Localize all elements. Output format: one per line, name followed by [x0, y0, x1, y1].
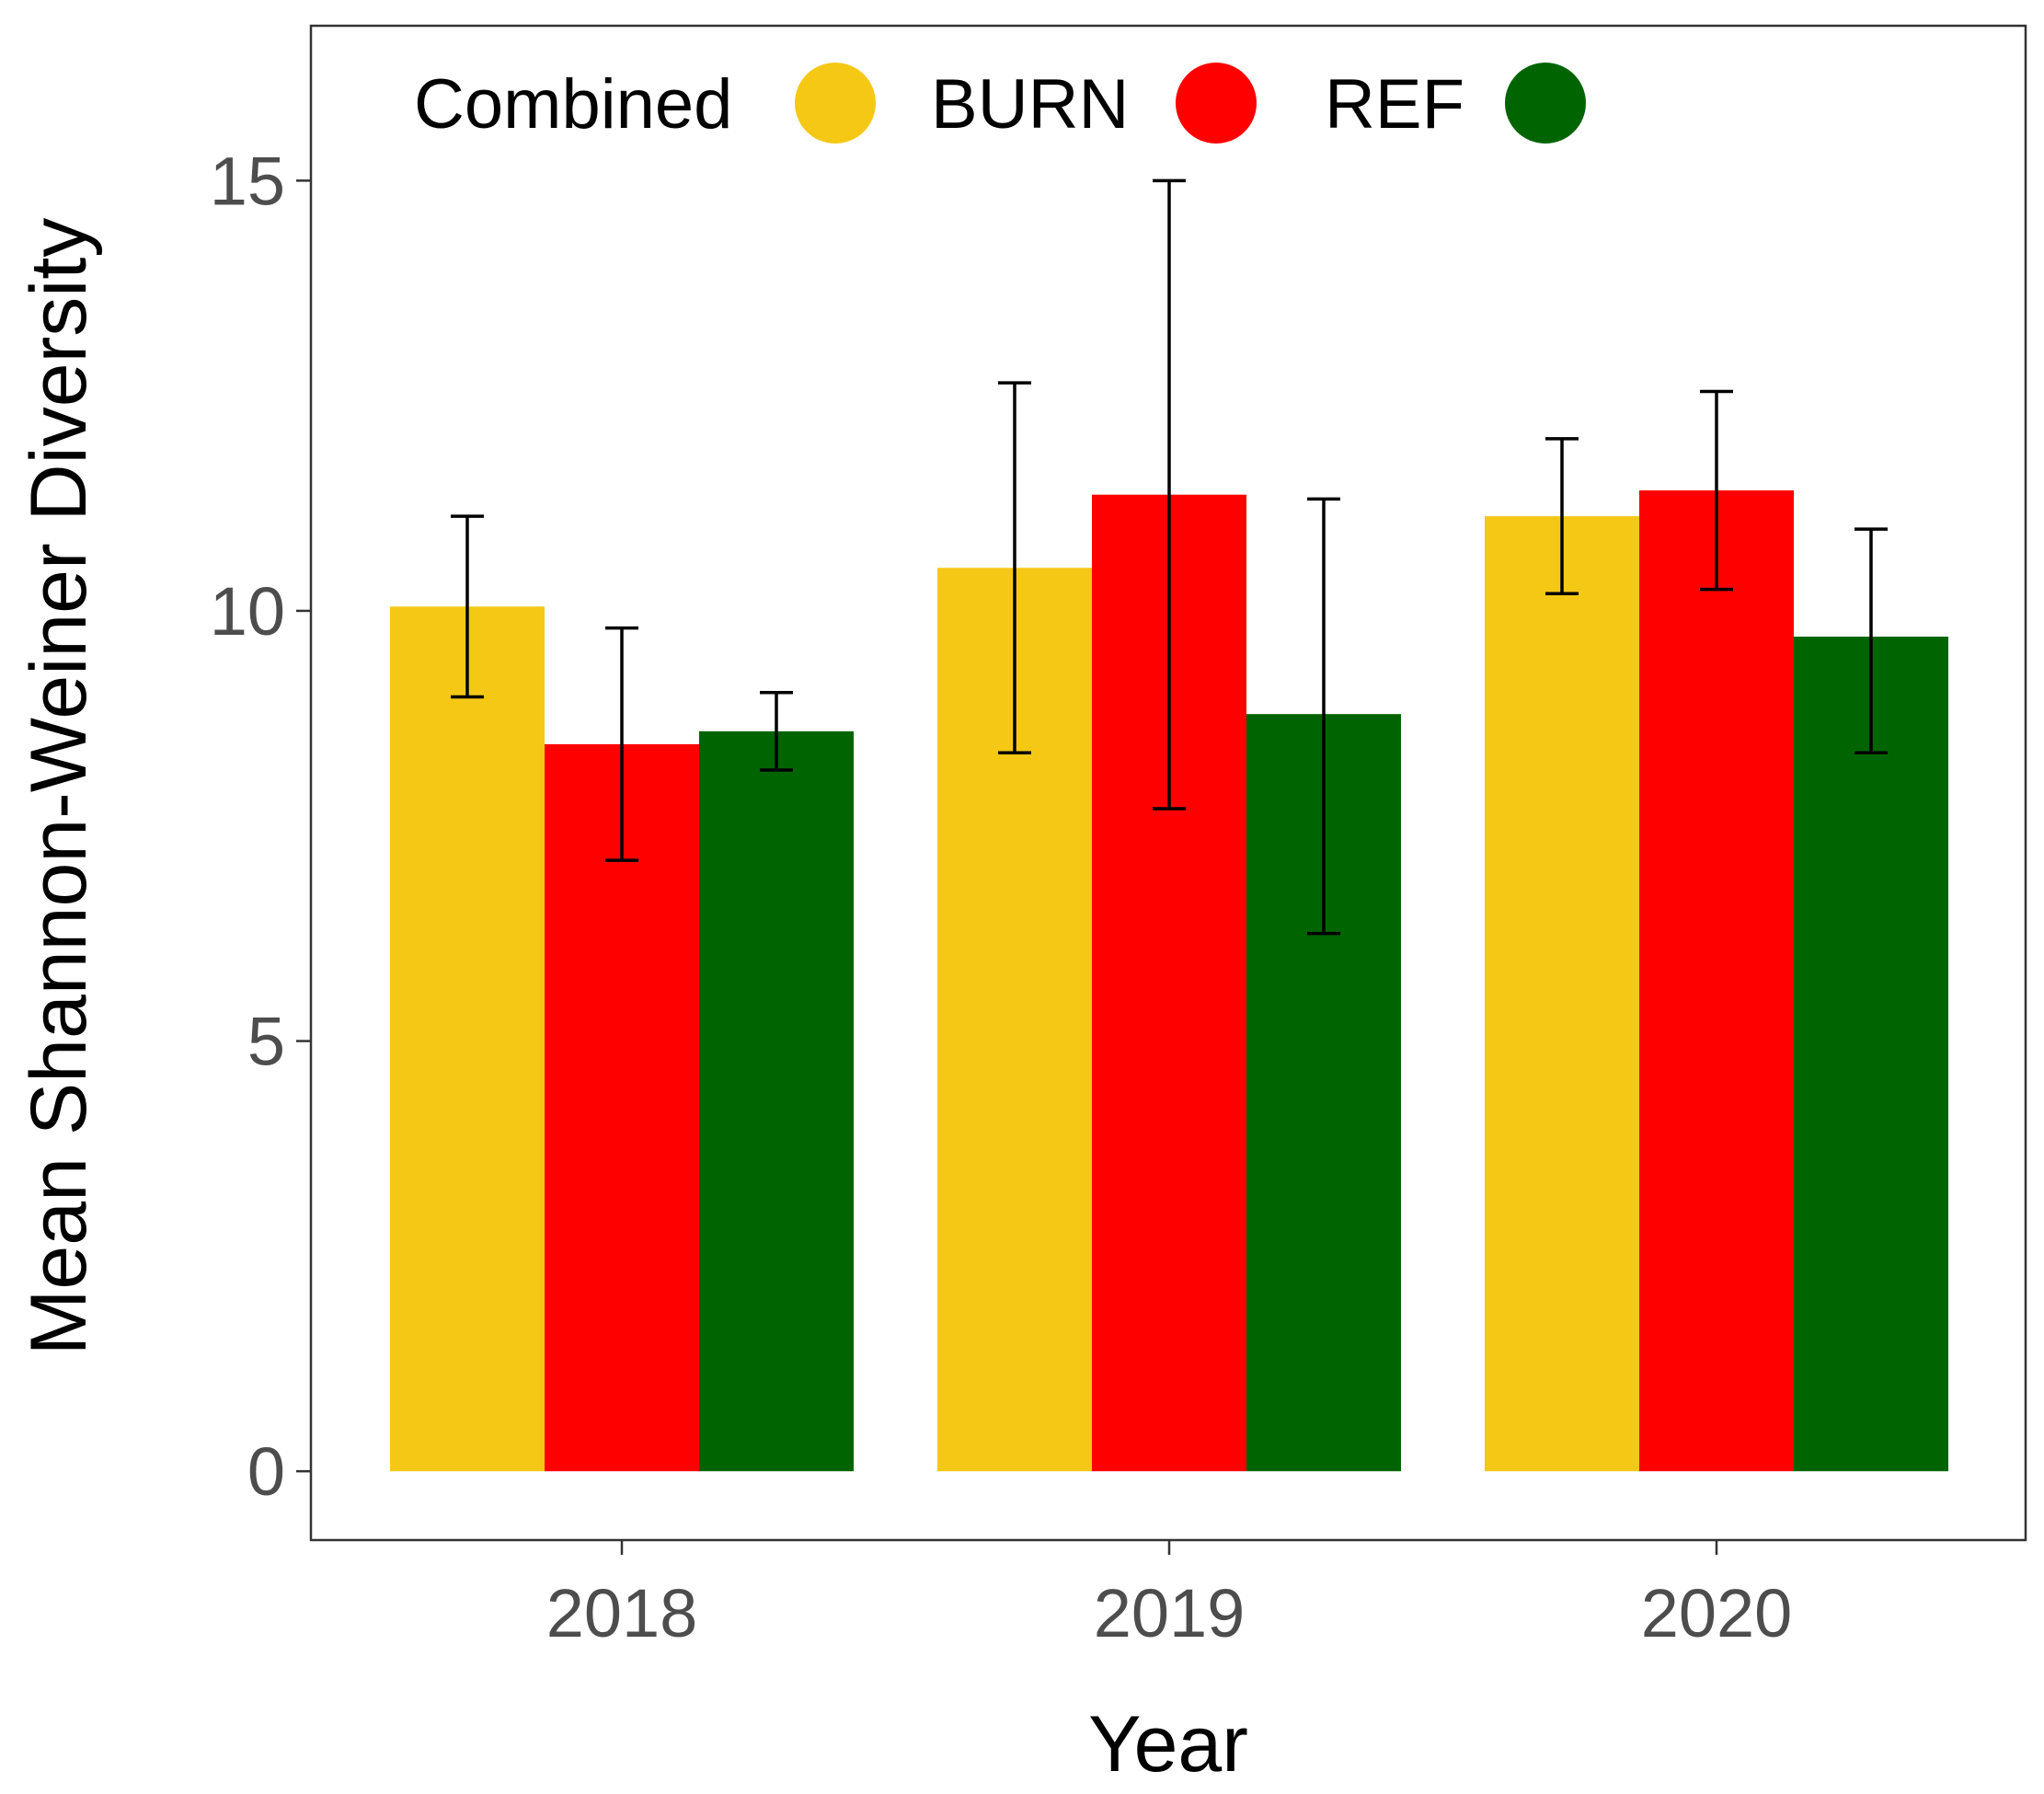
x-tick-label-2020: 2020: [1641, 1575, 1793, 1651]
y-axis: 0 5 10 15: [210, 143, 311, 1510]
error-bar-burn-2018: [605, 626, 638, 862]
x-tick-label-2019: 2019: [1094, 1575, 1246, 1651]
error-bar-ref-2020: [1855, 527, 1888, 755]
x-tick-label-2018: 2018: [546, 1575, 698, 1651]
error-bar-combined-2020: [1545, 437, 1579, 595]
error-bars-layer: [451, 178, 1888, 936]
error-bar-burn-2020: [1700, 389, 1733, 592]
legend-item-combined: Combined: [414, 63, 876, 144]
y-tick-label-0: 0: [247, 1433, 285, 1510]
bar-combined-2020: [1485, 516, 1639, 1472]
error-bar-ref-2019: [1307, 497, 1340, 936]
error-bar-ref-2018: [760, 691, 793, 772]
y-axis-title: Mean Shannon-Weiner Diversity: [15, 218, 103, 1355]
bar-burn-2020: [1639, 490, 1794, 1472]
bar-burn-2018: [545, 743, 699, 1472]
y-tick-label-10: 10: [210, 573, 285, 650]
y-tick-label-15: 15: [210, 143, 285, 219]
legend-key-ref: [1505, 63, 1586, 144]
bars-layer: [390, 490, 1948, 1472]
bar-ref-2018: [699, 730, 854, 1472]
legend: Combined BURN REF: [414, 63, 1586, 144]
legend-label-combined: Combined: [414, 65, 732, 144]
error-bar-burn-2019: [1153, 178, 1186, 811]
y-tick-label-5: 5: [247, 1004, 285, 1080]
legend-label-burn: BURN: [931, 65, 1129, 144]
x-axis: 2018 2019 2020: [546, 1540, 1793, 1651]
error-bar-combined-2019: [998, 381, 1031, 755]
x-axis-title: Year: [1088, 1700, 1248, 1788]
error-bar-combined-2018: [451, 514, 484, 699]
legend-key-burn: [1176, 63, 1257, 144]
legend-key-combined: [795, 63, 876, 144]
bar-combined-2018: [390, 606, 545, 1472]
legend-item-burn: BURN: [931, 63, 1257, 144]
legend-item-ref: REF: [1325, 63, 1586, 144]
legend-label-ref: REF: [1325, 65, 1464, 144]
bar-ref-2020: [1794, 637, 1948, 1472]
